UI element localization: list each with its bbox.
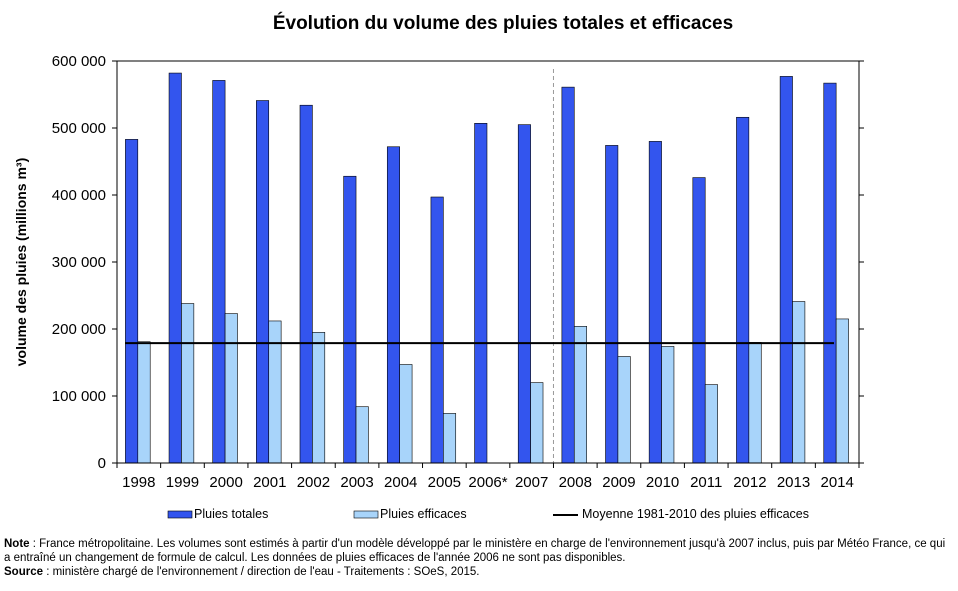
bar-pluies-efficaces-2005 [443,413,457,464]
bar-pluies-efficaces-2008 [573,326,587,464]
bar-pluies-totales-2008 [561,86,575,464]
x-tick-label-2012: 2012 [733,474,766,491]
source-paragraph: Source : ministère chargé de l'environne… [4,565,952,579]
bar-pluies-efficaces-2013 [792,301,806,464]
y-tick-label: 600 000 [52,53,106,70]
bar-pluies-totales-2012 [736,116,750,464]
bar-pluies-totales-1999 [168,72,182,464]
y-tick-label: 400 000 [52,187,106,204]
bar-pluies-efficaces-2004 [399,364,413,464]
bar-pluies-efficaces-2002 [312,332,326,464]
x-tick-label-1999: 1999 [166,474,199,491]
y-tick-label: 500 000 [52,120,106,137]
x-tick-label-2008: 2008 [559,474,592,491]
bar-pluies-totales-2002 [299,104,313,464]
source-text: : ministère chargé de l'environnement / … [43,566,480,578]
x-tick-label-2010: 2010 [646,474,679,491]
bar-pluies-totales-2010 [648,141,662,464]
bar-pluies-totales-2009 [605,145,619,464]
y-tick-label: 100 000 [52,388,106,405]
y-tick-label: 300 000 [52,254,106,271]
legend-label-pluies-efficaces: Pluies efficaces [380,507,467,521]
bar-pluies-totales-2007 [517,124,531,464]
x-tick-label-2001: 2001 [253,474,286,491]
bar-pluies-efficaces-2009 [617,356,631,464]
x-tick-label-2003: 2003 [340,474,373,491]
bar-pluies-efficaces-2007 [530,382,544,464]
x-tick-label-2002: 2002 [297,474,330,491]
bar-pluies-efficaces-2014 [835,318,849,464]
y-tick-label: 0 [98,455,106,472]
legend-swatch-pluies-totales [167,510,193,519]
note-paragraph: Note : France métropolitaine. Les volume… [4,537,952,565]
x-tick-label-2009: 2009 [602,474,635,491]
bar-pluies-efficaces-2000 [224,313,238,464]
bar-pluies-efficaces-2012 [748,342,762,464]
chart-title: Évolution du volume des pluies totales e… [273,12,733,34]
source-label: Source [4,566,43,578]
bar-pluies-totales-2013 [779,76,793,464]
legend-swatch-pluies-efficaces [353,510,379,519]
x-tick-label-2007: 2007 [515,474,548,491]
x-tick-label-1998: 1998 [122,474,155,491]
bar-pluies-totales-2004 [386,146,400,464]
note-label: Note [4,538,30,550]
bar-pluies-efficaces-2011 [704,384,718,464]
x-tick-label-2004: 2004 [384,474,417,491]
notes: Note : France métropolitaine. Les volume… [4,537,952,579]
chart: Évolution du volume des pluies totales e… [13,12,864,521]
x-tick-label-2014: 2014 [820,474,853,491]
y-tick-label: 200 000 [52,321,106,338]
x-tick-label-2005: 2005 [428,474,461,491]
legend-label-pluies-totales: Pluies totales [194,507,268,521]
bar-pluies-totales-2014 [823,82,837,464]
legend-label-moyenne: Moyenne 1981-2010 des pluies efficaces [582,507,809,521]
x-tick-label-2011: 2011 [690,474,722,491]
bar-pluies-totales-2000 [212,80,226,464]
bars-layer [125,72,849,464]
note-text: : France métropolitaine. Les volumes son… [4,538,946,564]
bar-pluies-totales-2006 [474,123,488,464]
bar-pluies-efficaces-1999 [181,303,195,464]
bar-pluies-totales-1998 [125,139,139,464]
bar-pluies-totales-2001 [256,100,270,464]
bar-pluies-efficaces-1998 [137,341,151,464]
bar-pluies-totales-2011 [692,177,706,464]
y-axis-label: volume des pluies (millions m³) [13,158,29,366]
axes-layer: 0 100 000 200 000 300 000 400 000 500 000 600 … [52,53,864,491]
legend: Pluies totales Pluies efficaces Moyenne 19… [167,507,809,521]
bar-pluies-efficaces-2003 [355,406,369,464]
bar-pluies-totales-2005 [430,196,444,464]
x-tick-label-2000: 2000 [209,474,242,491]
x-tick-label-2006: 2006* [468,474,507,491]
bar-pluies-efficaces-2010 [661,346,675,464]
bar-pluies-totales-2003 [343,175,357,464]
x-tick-label-2013: 2013 [777,474,810,491]
